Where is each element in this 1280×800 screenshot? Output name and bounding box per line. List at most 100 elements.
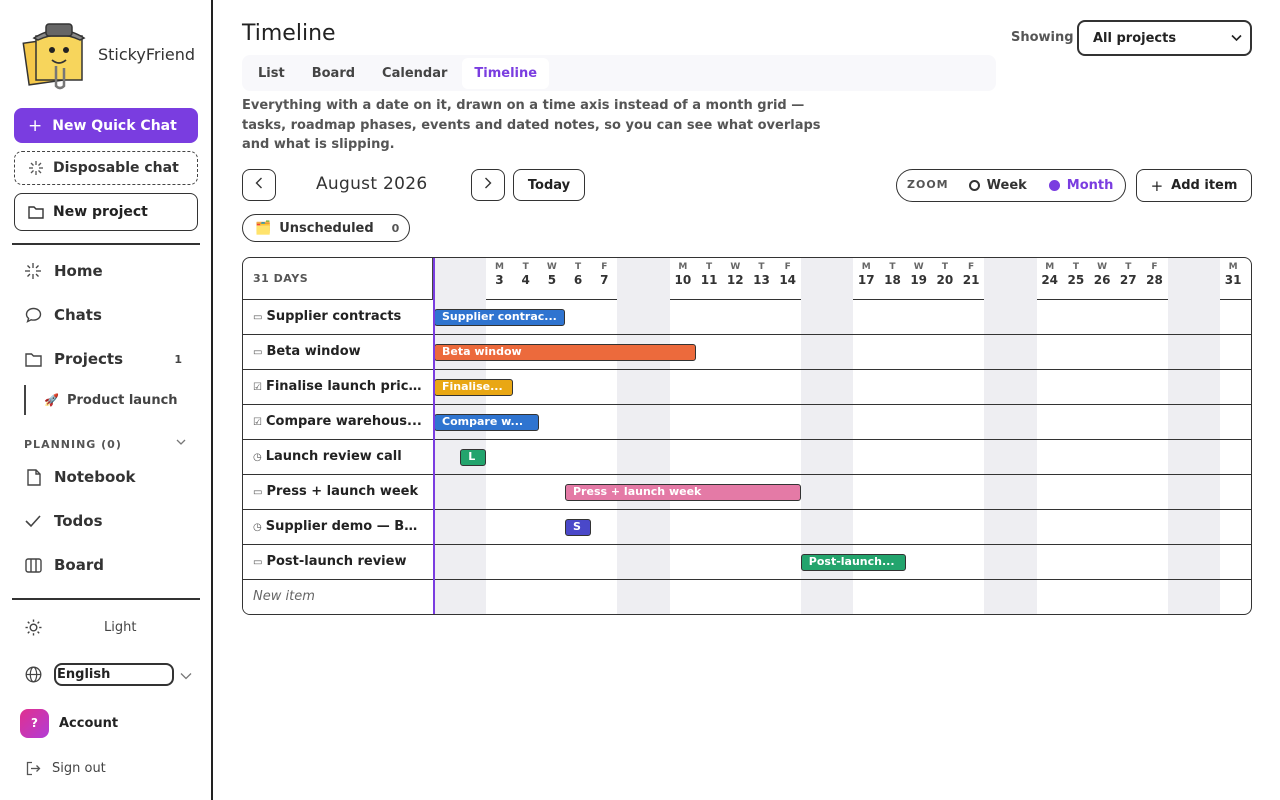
table-row[interactable]: ☑ Finalise launch prici... Finalise... <box>243 370 1251 405</box>
tab-list[interactable]: List <box>258 65 285 81</box>
today-button[interactable]: Today <box>513 169 585 201</box>
day-number: 5 <box>547 273 557 287</box>
next-month-button[interactable] <box>471 169 505 201</box>
timeline-bar[interactable]: Finalise... <box>434 379 513 396</box>
item-type-icon: ☑ <box>253 417 262 428</box>
row-name-cell <box>243 405 433 439</box>
day-of-week: F <box>1151 262 1158 272</box>
account-button[interactable]: ? Account <box>20 708 118 738</box>
sign-out-icon <box>24 759 42 777</box>
day-of-week: M <box>495 262 504 272</box>
plus-icon: + <box>1150 176 1164 195</box>
divider <box>12 598 200 600</box>
chevron-down-icon <box>176 436 186 449</box>
nav-projects-label: Projects <box>54 350 124 368</box>
zoom-week-option[interactable]: Week <box>968 178 1027 193</box>
day-header: W 26 <box>1089 258 1115 300</box>
disposable-chat-button[interactable]: Disposable chat <box>14 151 198 185</box>
brand[interactable] <box>22 18 88 90</box>
home-sparkle-icon <box>24 262 42 280</box>
day-header: F 28 <box>1141 258 1167 300</box>
tab-calendar[interactable]: Calendar <box>382 65 448 81</box>
view-tabs: List Board Calendar Timeline <box>242 55 996 91</box>
row-name-label: Supplier contracts <box>266 309 402 324</box>
day-of-week: M <box>678 262 688 272</box>
table-row[interactable]: ◷ Supplier demo — Ba... S <box>243 510 1251 545</box>
page-description: Everything with a date on it, drawn on a… <box>242 98 821 152</box>
table-row[interactable]: ▭ Beta window Beta window <box>243 335 1251 370</box>
day-number: 31 <box>1224 273 1242 287</box>
timeline-bar[interactable]: Post-launch... <box>800 554 906 571</box>
sign-out-button[interactable]: Sign out <box>24 756 106 780</box>
row-name[interactable]: ▭ Press + launch week <box>253 484 425 499</box>
timeline-bar[interactable]: Press + launch week <box>565 484 801 501</box>
new-item-input[interactable]: New item <box>253 589 315 604</box>
table-row[interactable]: ☑ Compare warehous... Compare w... <box>243 405 1251 440</box>
chat-bubble-icon <box>24 306 42 324</box>
new-item-row[interactable]: New item <box>243 580 1251 614</box>
folder-icon <box>24 350 42 368</box>
add-item-button[interactable]: + Add item <box>1136 169 1252 202</box>
tab-timeline[interactable]: Timeline <box>462 57 550 89</box>
row-name[interactable]: ▭ Post-launch review <box>253 554 425 569</box>
nav-projects[interactable]: Projects 1 <box>24 345 194 373</box>
language-select[interactable]: English <box>54 662 174 686</box>
row-name[interactable]: ☑ Compare warehous... <box>253 414 425 429</box>
disposable-chat-label: Disposable chat <box>53 160 179 176</box>
row-name[interactable]: ◷ Supplier demo — Ba... <box>253 519 425 534</box>
planning-section-toggle[interactable]: PLANNING (0) <box>24 438 192 451</box>
nav-board-label: Board <box>54 556 104 574</box>
theme-toggle[interactable]: Light <box>24 614 194 640</box>
board-columns-icon <box>24 556 42 574</box>
nav-todos[interactable]: Todos <box>24 507 194 535</box>
tab-board[interactable]: Board <box>311 65 356 81</box>
add-item-label: Add item <box>1171 178 1238 193</box>
zoom-month-label: Month <box>1066 178 1114 193</box>
chevron-down-icon <box>1231 31 1242 45</box>
nav-todos-label: Todos <box>54 512 103 530</box>
row-name-cell <box>243 300 433 334</box>
theme-label: Light <box>104 619 137 635</box>
unscheduled-count: 0 <box>391 221 400 235</box>
timeline-bar[interactable]: L <box>460 449 487 466</box>
day-of-week: T <box>1125 262 1132 272</box>
new-project-label: New project <box>53 204 148 220</box>
zoom-week-label: Week <box>986 178 1027 193</box>
row-name[interactable]: ◷ Launch review call <box>253 449 425 464</box>
day-of-week: F <box>601 262 608 272</box>
table-row[interactable]: ▭ Supplier contracts Supplier contrac... <box>243 300 1251 335</box>
timeline-bar[interactable]: Beta window <box>434 344 696 361</box>
day-number: 19 <box>910 273 928 287</box>
row-name-label: Launch review call <box>265 449 402 464</box>
nav-notebook[interactable]: Notebook <box>24 463 194 491</box>
project-filter-select[interactable]: All projects <box>1077 20 1252 56</box>
project-item-product-launch[interactable]: 🚀 Product launch <box>24 385 194 415</box>
row-name[interactable]: ▭ Beta window <box>253 344 425 359</box>
day-header: T 20 <box>932 258 958 300</box>
nav-chats[interactable]: Chats <box>24 301 194 329</box>
new-quick-chat-button[interactable]: + New Quick Chat <box>14 108 198 143</box>
prev-month-button[interactable] <box>242 169 276 201</box>
unscheduled-toggle[interactable]: 🗂️ Unscheduled 0 <box>242 214 410 242</box>
sidebar: StickyFriend + New Quick Chat Disposable… <box>0 0 213 800</box>
new-project-button[interactable]: New project <box>14 193 198 231</box>
item-type-icon: ▭ <box>253 347 263 358</box>
timeline-bar[interactable]: Compare w... <box>434 414 539 431</box>
day-header: M 24 <box>1037 258 1063 300</box>
table-row[interactable]: ▭ Press + launch week Press + launch week <box>243 475 1251 510</box>
table-row[interactable]: ◷ Launch review call L <box>243 440 1251 475</box>
nav-board[interactable]: Board <box>24 551 194 579</box>
row-name[interactable]: ▭ Supplier contracts <box>253 309 425 324</box>
radio-icon <box>968 180 980 191</box>
timeline-bar[interactable]: S <box>565 519 592 536</box>
nav-home[interactable]: Home <box>24 257 194 285</box>
sparkle-icon <box>27 159 45 177</box>
row-name[interactable]: ☑ Finalise launch prici... <box>253 379 425 394</box>
nav-home-label: Home <box>54 262 103 280</box>
divider <box>12 243 200 245</box>
day-number: 20 <box>936 273 954 287</box>
zoom-month-option[interactable]: Month <box>1048 178 1114 193</box>
timeline-bar[interactable]: Supplier contrac... <box>434 309 565 326</box>
day-header: F 14 <box>775 258 801 300</box>
table-row[interactable]: ▭ Post-launch review Post-launch... <box>243 545 1251 580</box>
